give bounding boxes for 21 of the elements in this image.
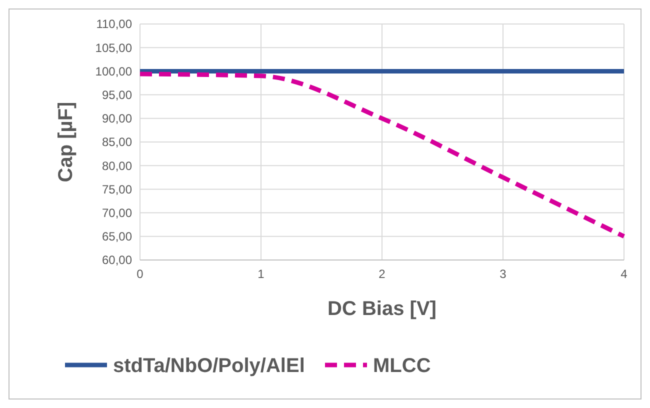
y-tick-label: 80,00 bbox=[102, 158, 132, 173]
x-tick-label: 1 bbox=[258, 267, 265, 281]
x-tick-label: 2 bbox=[378, 267, 386, 281]
x-tick-label: 0 bbox=[136, 267, 144, 281]
x-tick-label: 4 bbox=[620, 267, 628, 281]
y-axis-title: Cap [µF] bbox=[55, 102, 77, 182]
y-tick-label: 100,00 bbox=[95, 64, 132, 78]
y-tick-label: 90,00 bbox=[102, 112, 132, 126]
legend-label: stdTa/NbO/Poly/AlEl bbox=[113, 355, 305, 377]
y-tick-label: 110,00 bbox=[96, 17, 132, 32]
x-axis-title: DC Bias [V] bbox=[328, 298, 436, 320]
y-tick-label: 60,00 bbox=[102, 253, 132, 268]
x-tick-label: 3 bbox=[500, 267, 507, 281]
y-tick-label: 65,00 bbox=[102, 230, 132, 244]
y-tick-label: 95,00 bbox=[102, 88, 132, 102]
y-tick-label: 70,00 bbox=[102, 206, 132, 220]
line-series bbox=[138, 72, 626, 239]
y-tick-label: 85,00 bbox=[102, 135, 132, 150]
y-tick-label: 75,00 bbox=[102, 182, 132, 196]
legend-label: MLCC bbox=[373, 355, 431, 377]
y-tick-label: 105,00 bbox=[95, 40, 132, 55]
